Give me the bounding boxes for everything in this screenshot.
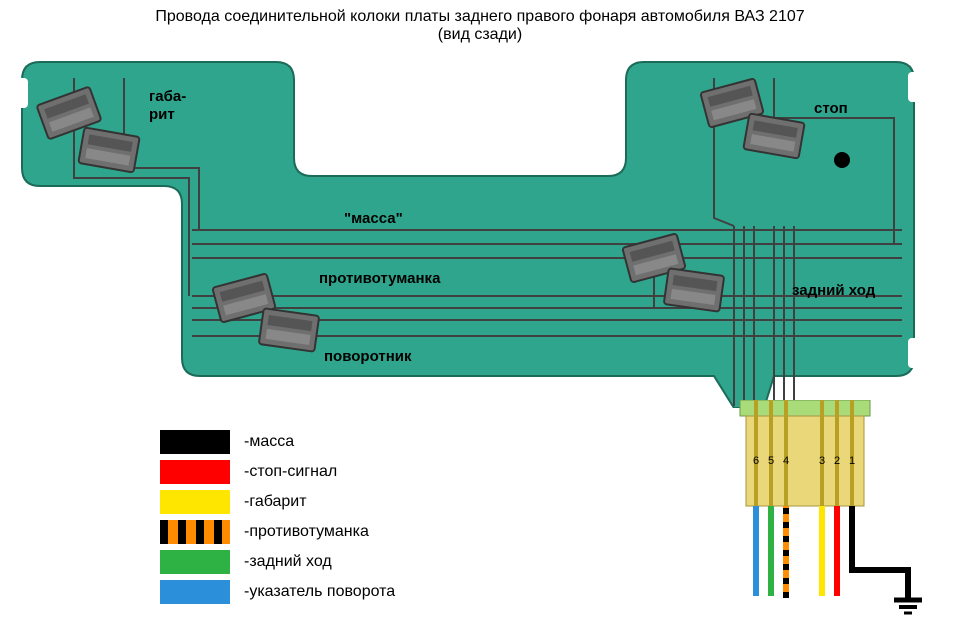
label-stop: стоп <box>814 100 848 117</box>
legend-swatch <box>160 520 230 544</box>
label-fog: противотуманка <box>319 270 440 287</box>
svg-text:4: 4 <box>783 455 789 467</box>
legend-label: масса <box>249 433 294 451</box>
legend-swatch <box>160 460 230 484</box>
legend-row: - габарит <box>160 490 395 514</box>
legend-row: - указатель поворота <box>160 580 395 604</box>
diagram-title: Провода соединительной колоки платы задн… <box>0 0 960 26</box>
pcb-board: габа- рит стоп "масса" противотуманка за… <box>14 58 946 408</box>
label-reverse: задний ход <box>792 282 875 299</box>
svg-text:2: 2 <box>834 455 840 467</box>
legend-row: - масса <box>160 430 395 454</box>
diagram-subtitle: (вид сзади) <box>0 26 960 44</box>
svg-text:3: 3 <box>819 455 825 467</box>
legend-label: указатель поворота <box>249 583 395 601</box>
legend-swatch <box>160 550 230 574</box>
svg-text:6: 6 <box>753 455 759 467</box>
legend-label: задний ход <box>249 553 331 571</box>
legend-swatch <box>160 430 230 454</box>
legend-row: - стоп-сигнал <box>160 460 395 484</box>
label-gabarit-1: габа- <box>149 88 186 105</box>
svg-text:5: 5 <box>768 455 774 467</box>
legend-swatch <box>160 490 230 514</box>
legend-swatch <box>160 580 230 604</box>
connector: 654 321 <box>738 400 938 620</box>
label-massa: "масса" <box>344 210 403 227</box>
svg-text:1: 1 <box>849 455 855 467</box>
legend-label: стоп-сигнал <box>249 463 337 481</box>
legend-row: - задний ход <box>160 550 395 574</box>
label-turn: поворотник <box>324 348 412 365</box>
legend-row: - противотуманка <box>160 520 395 544</box>
label-gabarit-2: рит <box>149 106 175 123</box>
legend-label: противотуманка <box>249 523 369 541</box>
legend: - масса - стоп-сигнал - габарит - против… <box>160 430 395 610</box>
legend-label: габарит <box>249 493 306 511</box>
